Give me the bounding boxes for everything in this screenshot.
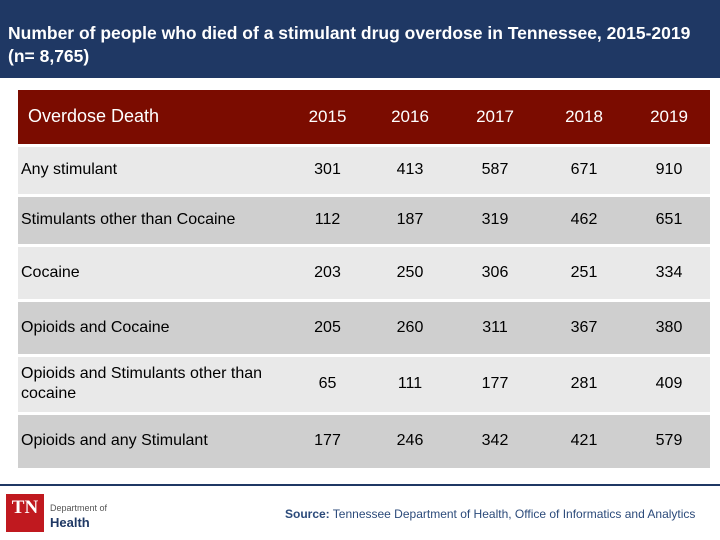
- table-cell: 319: [450, 193, 540, 245]
- table-cell: 205: [285, 298, 370, 355]
- row-label: Opioids and any Stimulant: [18, 411, 285, 468]
- table-cell: 651: [628, 193, 710, 245]
- table-cell: 409: [628, 353, 710, 413]
- table-cell: 367: [540, 298, 628, 355]
- source-text: Tennessee Department of Health, Office o…: [329, 507, 696, 521]
- table-row: Opioids and Cocaine 205 260 311 367 380: [18, 298, 710, 355]
- table-cell: 413: [370, 143, 450, 195]
- table-cell: 203: [285, 243, 370, 300]
- table-cell: 112: [285, 193, 370, 245]
- table-header-row: Overdose Death 2015 2016 2017 2018 2019: [18, 90, 710, 145]
- table-cell: 671: [540, 143, 628, 195]
- tn-health-logo: TN Department of Health: [6, 494, 116, 534]
- table-cell: 177: [285, 411, 370, 468]
- source-label: Source:: [285, 507, 330, 521]
- table-cell: 910: [628, 143, 710, 195]
- table-cell: 246: [370, 411, 450, 468]
- table-cell: 177: [450, 353, 540, 413]
- table-cell: 342: [450, 411, 540, 468]
- table-cell: 111: [370, 353, 450, 413]
- table-cell: 462: [540, 193, 628, 245]
- row-label: Stimulants other than Cocaine: [18, 193, 285, 245]
- row-label: Opioids and Cocaine: [18, 298, 285, 355]
- header-year: 2016: [391, 106, 429, 126]
- header-year: 2015: [308, 106, 347, 126]
- source-note: Source: Tennessee Department of Health, …: [285, 507, 695, 521]
- table-row: Any stimulant 301 413 587 671 910: [18, 143, 710, 195]
- logo-department-text: Department of: [50, 503, 108, 513]
- page-title: Number of people who died of a stimulant…: [8, 23, 691, 66]
- overdose-table: Overdose Death 2015 2016 2017 2018 2019 …: [18, 90, 710, 468]
- header-year: 2019: [650, 106, 688, 126]
- header-year: 2018: [565, 106, 603, 126]
- table-row: Stimulants other than Cocaine 112 187 31…: [18, 193, 710, 245]
- table-row: Opioids and Stimulants other than cocain…: [18, 353, 710, 413]
- table-cell: 65: [285, 353, 370, 413]
- table-cell: 579: [628, 411, 710, 468]
- table-cell: 187: [370, 193, 450, 245]
- table-cell: 311: [450, 298, 540, 355]
- table-cell: 380: [628, 298, 710, 355]
- title-bar: Number of people who died of a stimulant…: [0, 0, 720, 78]
- table-cell: 334: [628, 243, 710, 300]
- table-row: Opioids and any Stimulant 177 246 342 42…: [18, 411, 710, 468]
- table-cell: 281: [540, 353, 628, 413]
- table-cell: 260: [370, 298, 450, 355]
- tn-badge: TN: [6, 494, 44, 532]
- header-year: 2017: [476, 106, 514, 126]
- row-label: Any stimulant: [18, 143, 285, 195]
- table-cell: 306: [450, 243, 540, 300]
- row-label: Cocaine: [18, 243, 285, 300]
- table-cell: 251: [540, 243, 628, 300]
- header-label: Overdose Death: [28, 106, 160, 127]
- table-cell: 250: [370, 243, 450, 300]
- logo-health-text: Health: [50, 515, 90, 530]
- table-cell: 301: [285, 143, 370, 195]
- footer-divider: [0, 484, 720, 486]
- table-cell: 421: [540, 411, 628, 468]
- table-row: Cocaine 203 250 306 251 334: [18, 243, 710, 300]
- logo-mark: TN: [11, 497, 39, 518]
- table-cell: 587: [450, 143, 540, 195]
- row-label: Opioids and Stimulants other than cocain…: [18, 353, 285, 413]
